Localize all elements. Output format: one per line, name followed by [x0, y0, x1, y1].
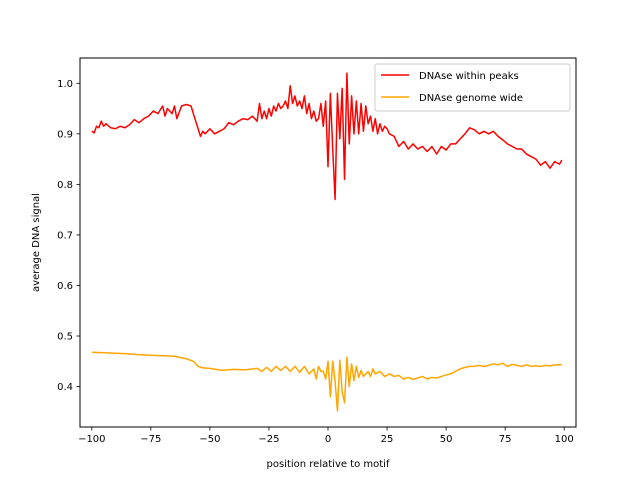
y-axis-label: average DNA signal	[31, 193, 42, 292]
legend: DNAse within peaks DNAse genome wide	[374, 63, 571, 112]
y-axis-ticks: 0.4 0.5 0.6 0.7 0.8 0.9 1.0	[57, 79, 80, 393]
y-tick-label: 0.7	[57, 230, 73, 241]
legend-label-within-peaks: DNAse within peaks	[419, 71, 519, 82]
x-tick-label: −50	[199, 434, 220, 445]
x-axis-ticks: −100 −75 −50 −25 0 25 50 75 100	[78, 427, 574, 445]
y-tick-label: 0.6	[57, 281, 73, 292]
x-tick-label: 0	[325, 434, 331, 445]
y-tick-label: 0.8	[57, 180, 73, 191]
x-tick-label: −25	[258, 434, 279, 445]
legend-label-genome-wide: DNAse genome wide	[419, 93, 523, 104]
legend-box	[374, 63, 571, 112]
x-tick-label: 100	[555, 434, 574, 445]
series-line-1	[91, 351, 562, 412]
x-tick-label: 50	[440, 434, 453, 445]
series-line-0	[91, 72, 563, 201]
y-tick-label: 0.4	[57, 382, 73, 393]
y-tick-label: 0.5	[57, 332, 73, 343]
x-axis-label: position relative to motif	[267, 459, 390, 470]
plot-area	[91, 72, 563, 412]
x-tick-label: −75	[140, 434, 161, 445]
x-tick-label: 25	[381, 434, 394, 445]
y-tick-label: 1.0	[57, 79, 73, 90]
x-tick-label: −100	[78, 434, 105, 445]
y-tick-label: 0.9	[57, 129, 73, 140]
x-tick-label: 75	[499, 434, 512, 445]
